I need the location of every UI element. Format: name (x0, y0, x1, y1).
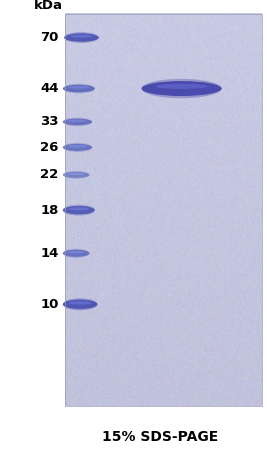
Ellipse shape (63, 144, 92, 151)
Text: 10: 10 (40, 298, 59, 311)
Ellipse shape (68, 120, 87, 122)
Ellipse shape (68, 207, 89, 210)
Ellipse shape (63, 298, 97, 311)
Text: 15% SDS-PAGE: 15% SDS-PAGE (102, 430, 218, 444)
Text: 18: 18 (40, 204, 59, 217)
Ellipse shape (63, 119, 92, 125)
Ellipse shape (63, 84, 95, 93)
Text: 33: 33 (40, 115, 59, 128)
Ellipse shape (67, 173, 85, 175)
Ellipse shape (64, 32, 99, 43)
Ellipse shape (63, 249, 89, 258)
Bar (65, 14, 262, 406)
Text: 26: 26 (40, 141, 59, 154)
Ellipse shape (68, 86, 89, 89)
Ellipse shape (63, 205, 95, 216)
Ellipse shape (63, 143, 92, 152)
Text: 44: 44 (40, 82, 59, 95)
Ellipse shape (63, 300, 97, 309)
Text: 70: 70 (40, 31, 59, 44)
Text: kDa: kDa (34, 0, 62, 12)
Ellipse shape (63, 85, 95, 92)
Text: 22: 22 (41, 168, 59, 181)
Ellipse shape (155, 84, 208, 89)
Ellipse shape (63, 250, 89, 257)
Ellipse shape (68, 145, 87, 148)
Ellipse shape (67, 251, 85, 254)
Ellipse shape (70, 35, 93, 38)
Ellipse shape (142, 81, 222, 96)
Ellipse shape (63, 118, 92, 126)
Ellipse shape (63, 206, 95, 214)
Text: 14: 14 (40, 247, 59, 260)
Ellipse shape (64, 33, 99, 42)
Ellipse shape (69, 301, 91, 304)
Ellipse shape (63, 172, 89, 178)
Ellipse shape (63, 171, 89, 179)
Ellipse shape (142, 79, 222, 98)
